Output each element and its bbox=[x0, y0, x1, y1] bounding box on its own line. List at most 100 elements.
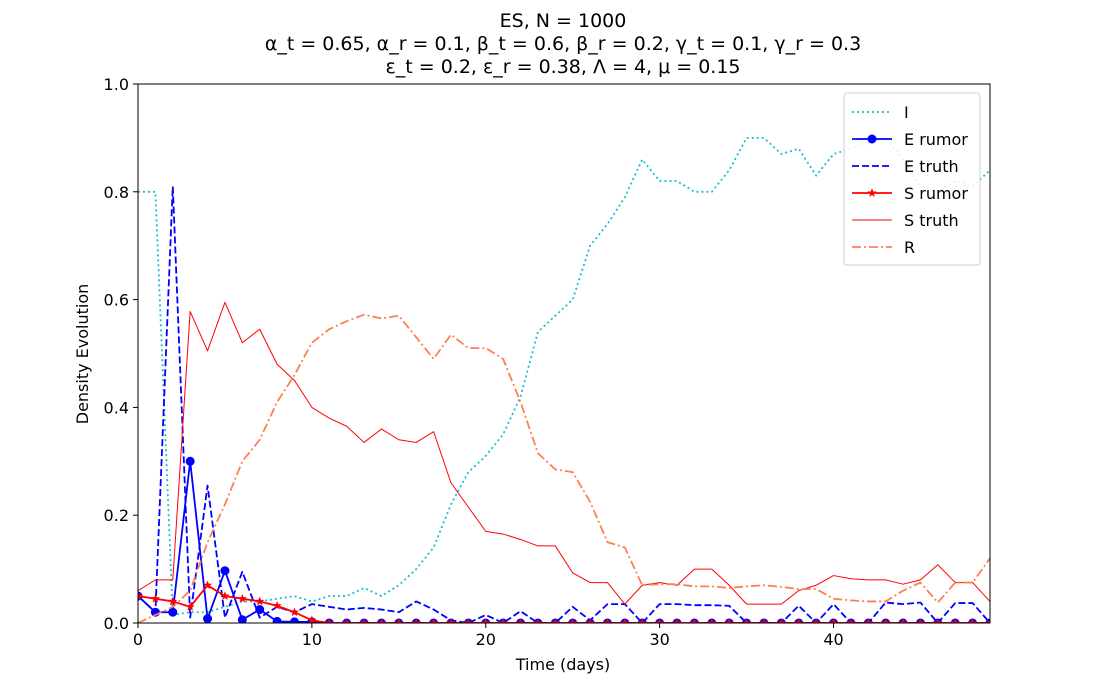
legend-entry-s-rumor: S rumor bbox=[852, 184, 968, 203]
data-point-s-rumor bbox=[620, 618, 630, 623]
data-point-s-rumor bbox=[828, 618, 839, 623]
legend-label-s-rumor: S rumor bbox=[904, 184, 968, 203]
data-point-s-rumor bbox=[568, 618, 578, 623]
legend-box bbox=[843, 92, 981, 266]
legend-entry-s-truth: S truth bbox=[852, 211, 959, 230]
data-point-s-rumor bbox=[394, 618, 404, 623]
data-point-s-rumor bbox=[968, 618, 978, 623]
data-point-s-rumor bbox=[637, 618, 647, 623]
legend: I E rumor E truth S rumor S truth R bbox=[843, 92, 981, 266]
chart-title-line3: ε_t = 0.2, ε_r = 0.38, Λ = 4, μ = 0.15 bbox=[385, 56, 740, 78]
chart-title-line2: α_t = 0.65, α_r = 0.1, β_t = 0.6, β_r = … bbox=[265, 33, 861, 55]
data-point-s-rumor bbox=[933, 618, 943, 623]
data-point-s-rumor bbox=[481, 618, 491, 623]
data-point-e-rumor bbox=[289, 617, 299, 623]
legend-entry-e-rumor: E rumor bbox=[852, 130, 968, 149]
y-tick-label: 0.6 bbox=[104, 291, 129, 310]
x-tick-label: 0 bbox=[133, 630, 143, 649]
data-point-s-rumor bbox=[515, 618, 526, 623]
legend-entry-i: I bbox=[852, 103, 909, 122]
data-point-s-rumor bbox=[602, 618, 613, 623]
y-axis-label: Density Evolution bbox=[73, 284, 92, 425]
legend-label-e-truth: E truth bbox=[904, 157, 959, 176]
data-point-s-rumor bbox=[185, 602, 195, 611]
data-point-s-rumor bbox=[794, 618, 804, 623]
data-point-s-rumor bbox=[150, 593, 160, 603]
data-point-e-rumor bbox=[220, 566, 230, 576]
data-point-s-rumor bbox=[359, 618, 369, 623]
data-point-s-rumor bbox=[202, 580, 213, 590]
y-tick-label: 0.0 bbox=[104, 614, 129, 633]
data-point-s-rumor bbox=[915, 618, 926, 623]
data-point-s-rumor bbox=[655, 618, 665, 623]
data-point-s-rumor bbox=[272, 600, 282, 610]
data-point-s-rumor bbox=[307, 615, 317, 623]
series-i bbox=[138, 136, 990, 616]
axes: 0 10 20 30 40 0.0 0.2 0.4 0.6 0.8 1.0 bbox=[104, 75, 991, 649]
x-tick-label: 20 bbox=[476, 630, 496, 649]
data-point-e-rumor bbox=[255, 605, 265, 615]
legend-entry-r: R bbox=[852, 238, 915, 257]
x-tick-label: 40 bbox=[823, 630, 843, 649]
series-line-s-truth bbox=[138, 301, 990, 605]
legend-label-e-rumor: E rumor bbox=[904, 130, 968, 149]
x-axis-label: Time (days) bbox=[515, 655, 611, 674]
data-point-s-rumor bbox=[168, 596, 178, 606]
series-e-truth bbox=[138, 185, 990, 623]
y-tick-label: 0.8 bbox=[104, 183, 129, 202]
series-line-i bbox=[138, 136, 990, 616]
legend-label-i: I bbox=[904, 103, 909, 122]
series-line-e-truth bbox=[138, 185, 990, 623]
data-point-s-rumor bbox=[498, 618, 508, 623]
data-point-s-rumor bbox=[689, 618, 699, 623]
data-point-s-rumor bbox=[881, 618, 891, 623]
legend-marker-s-rumor bbox=[867, 188, 877, 197]
data-point-s-rumor bbox=[324, 618, 334, 623]
data-point-s-rumor bbox=[255, 596, 265, 606]
y-tick-label: 0.4 bbox=[104, 398, 129, 417]
axes-frame bbox=[137, 83, 991, 624]
data-point-s-rumor bbox=[742, 618, 752, 623]
series-line-e-rumor bbox=[138, 460, 990, 623]
data-point-s-rumor bbox=[550, 618, 560, 623]
data-point-s-rumor bbox=[220, 591, 230, 600]
plot-area bbox=[138, 136, 990, 623]
series-s-truth bbox=[138, 301, 990, 605]
data-point-s-rumor bbox=[707, 618, 717, 623]
data-point-s-rumor bbox=[585, 618, 595, 623]
series-r bbox=[138, 313, 990, 623]
data-point-s-rumor bbox=[138, 591, 143, 600]
data-point-s-rumor bbox=[759, 618, 769, 623]
data-point-e-rumor bbox=[203, 614, 213, 623]
data-point-s-rumor bbox=[724, 618, 734, 623]
data-point-s-rumor bbox=[863, 618, 873, 623]
data-point-s-rumor bbox=[811, 618, 821, 623]
data-point-s-rumor bbox=[446, 618, 456, 623]
chart-title-line1: ES, N = 1000 bbox=[500, 10, 627, 32]
y-tick-label: 1.0 bbox=[104, 75, 129, 94]
data-point-e-rumor bbox=[185, 456, 195, 466]
data-point-s-rumor bbox=[985, 618, 990, 623]
data-point-s-rumor bbox=[289, 607, 300, 617]
data-point-s-rumor bbox=[846, 618, 856, 623]
data-point-s-rumor bbox=[776, 618, 786, 623]
legend-marker-e-rumor bbox=[867, 134, 877, 144]
data-point-s-rumor bbox=[950, 618, 960, 623]
legend-label-s-truth: S truth bbox=[904, 211, 959, 230]
x-tick-label: 30 bbox=[649, 630, 669, 649]
data-point-s-rumor bbox=[237, 593, 247, 603]
data-point-s-rumor bbox=[672, 618, 682, 623]
legend-label-r: R bbox=[904, 238, 915, 257]
data-point-s-rumor bbox=[376, 618, 386, 623]
data-point-s-rumor bbox=[411, 618, 421, 623]
data-point-e-rumor bbox=[168, 607, 178, 617]
data-point-s-rumor bbox=[898, 618, 908, 623]
series-s-rumor bbox=[138, 580, 990, 623]
x-tick-label: 10 bbox=[302, 630, 322, 649]
data-point-s-rumor bbox=[463, 618, 473, 623]
series-line-r bbox=[138, 313, 990, 623]
series-line-s-rumor bbox=[138, 584, 990, 623]
legend-entry-e-truth: E truth bbox=[852, 157, 959, 176]
data-point-s-rumor bbox=[342, 618, 352, 623]
